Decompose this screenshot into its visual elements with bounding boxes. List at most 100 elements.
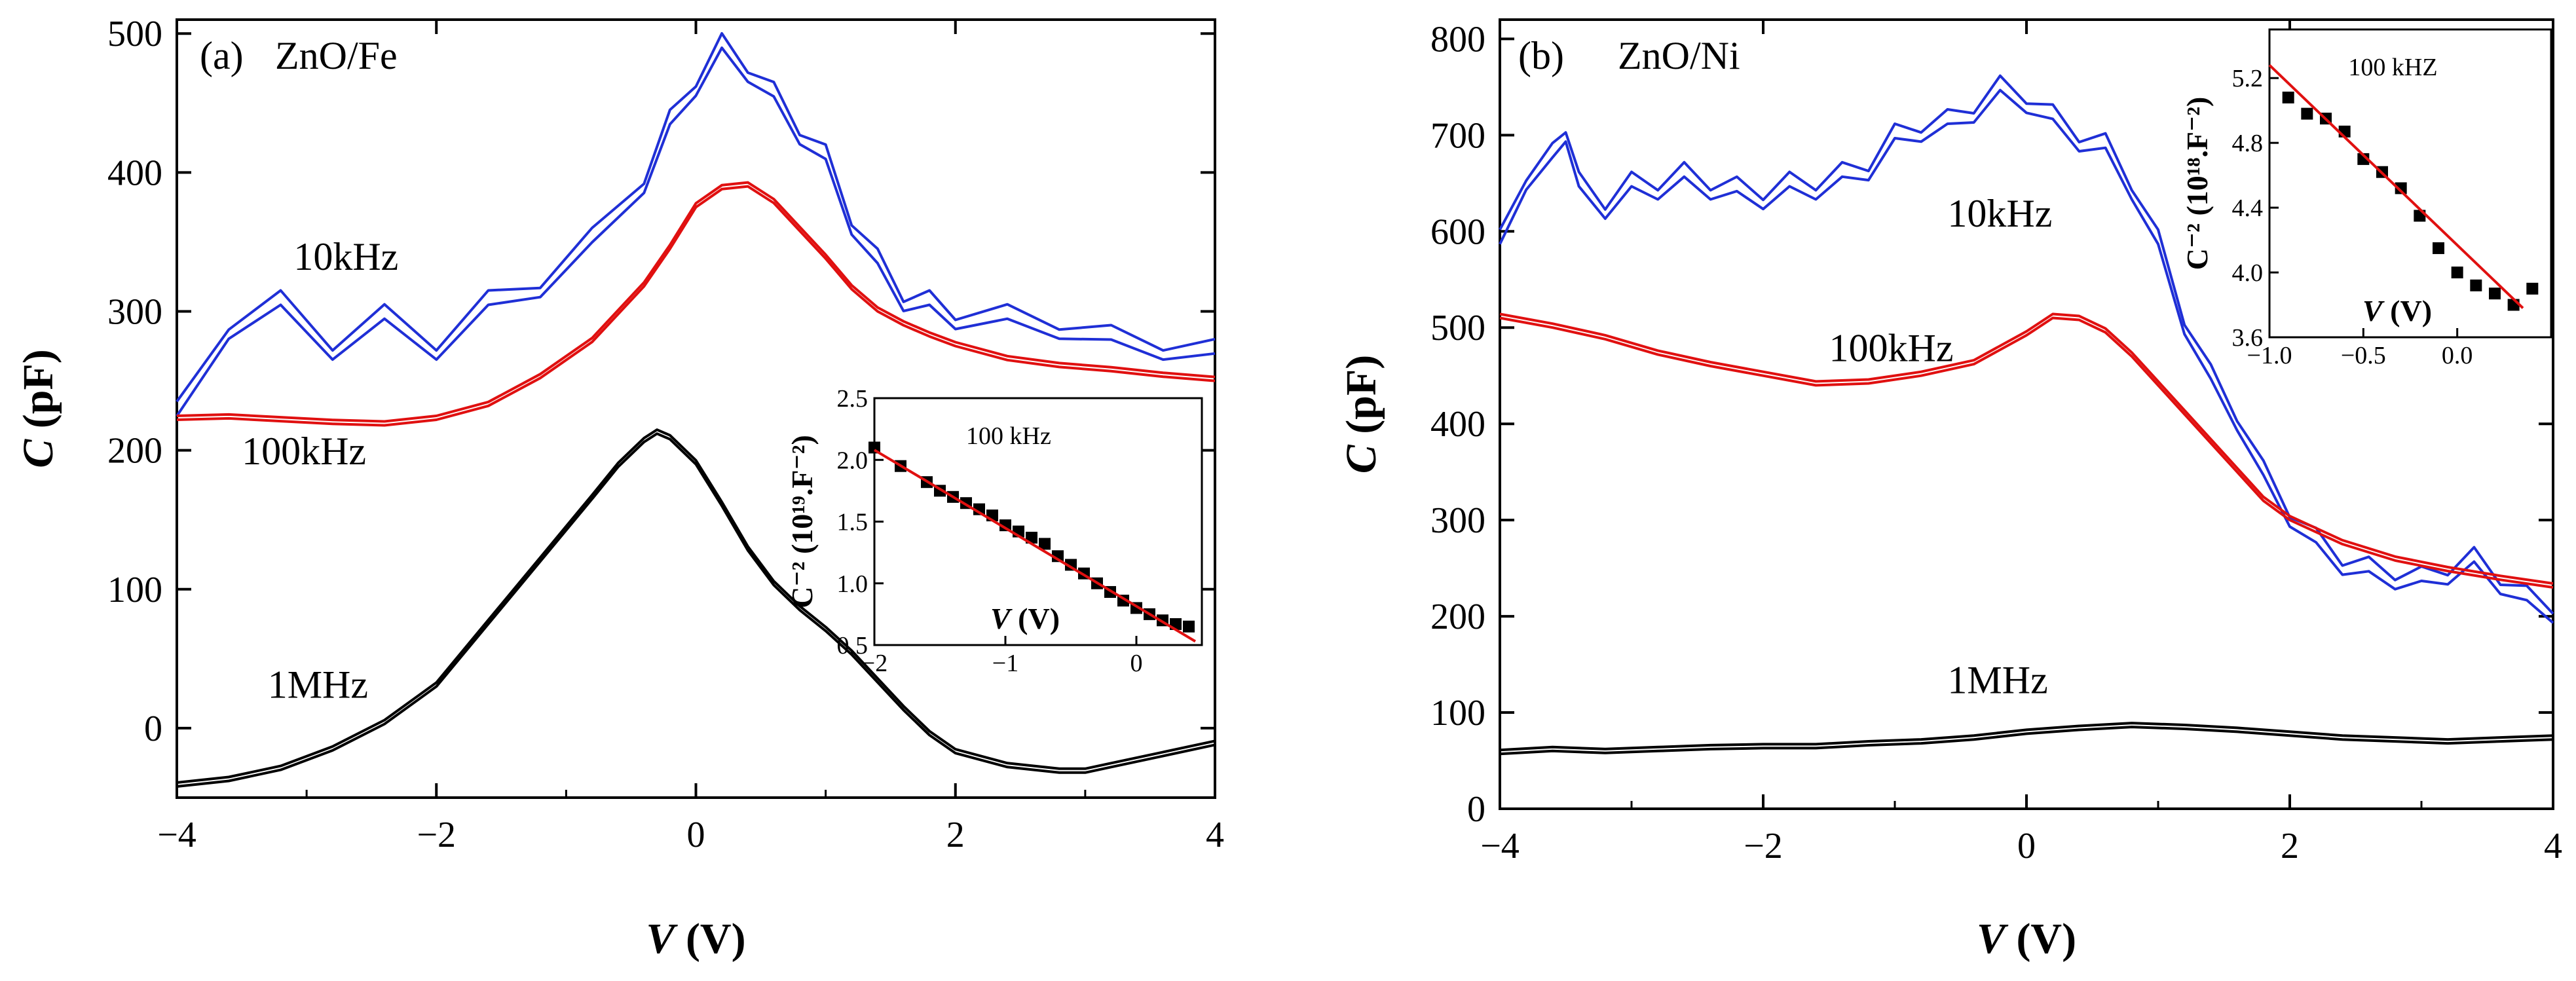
panel-1-inset-frame bbox=[2268, 28, 2552, 339]
panel-0-xtick-label: −2 bbox=[417, 815, 456, 855]
panel-0-inset-ytick-label: 1.0 bbox=[837, 570, 868, 598]
panel-1-inset-y-axis-title: C⁻² (10¹⁸.F⁻²) bbox=[2180, 97, 2214, 270]
panel-1-series-100kHz-label: 100kHz bbox=[1829, 327, 1954, 370]
panel-1-label: (b) bbox=[1518, 34, 1564, 77]
panel-1-series-10kHz-line bbox=[1499, 74, 2554, 615]
panel-0-series-100kHz bbox=[176, 181, 1216, 427]
panel-0-inset-data-point bbox=[1039, 538, 1051, 550]
panel-0-inset-data-point bbox=[999, 519, 1011, 532]
panel-0-xtick-label: 0 bbox=[687, 815, 705, 855]
panel-1-series-100kHz bbox=[1499, 312, 2554, 589]
panel-0-xtick-label: 4 bbox=[1206, 815, 1224, 855]
panel-1-series-10kHz-label: 10kHz bbox=[1947, 192, 2052, 235]
panel-0-y-axis-title: C (pF) bbox=[14, 349, 62, 468]
panel-1-series-10kHz-line bbox=[1499, 88, 2554, 624]
panel-1-y-axis-title-variable: C bbox=[1337, 444, 1385, 473]
panel-1-xtick-label: 2 bbox=[2281, 826, 2299, 866]
panel-0-series-100kHz-line bbox=[176, 181, 1216, 423]
panel-0-series-10kHz-label: 10kHz bbox=[293, 235, 398, 278]
panel-1-inset-x-axis-unit: (V) bbox=[2383, 294, 2432, 327]
panel-1-ytick-label: 100 bbox=[1430, 693, 1485, 733]
panel-0-series-1MHz-label: 1MHz bbox=[268, 663, 368, 706]
panel-1-x-axis-title-unit: (V) bbox=[2006, 915, 2076, 963]
panel-0-ytick-label: 300 bbox=[107, 292, 162, 333]
panel-0-series-1MHz-line bbox=[176, 432, 1216, 788]
panel-1-inset-ytick-label: 5.2 bbox=[2232, 65, 2264, 92]
panel-1-inset-x-axis-variable: V bbox=[2362, 294, 2385, 327]
panel-0-inset-y-axis-title: C⁻² (10¹⁹.F⁻²) bbox=[785, 435, 819, 608]
panel-1-series-1MHz-line bbox=[1499, 726, 2554, 756]
panel-1-inset-xtick-label: 0.0 bbox=[2442, 342, 2473, 369]
panel-0-ytick-label: 500 bbox=[107, 14, 162, 54]
panel-0-title: ZnO/Fe bbox=[275, 34, 398, 77]
panel-0-inset-xtick-label: 0 bbox=[1130, 650, 1143, 677]
panel-1-inset-fit-line bbox=[2268, 64, 2524, 309]
panel-1-inset-xtick-label: −1.0 bbox=[2247, 342, 2292, 369]
panel-1-series-10kHz bbox=[1499, 74, 2554, 624]
panel-1-x-axis-title: V (V) bbox=[1977, 915, 2076, 963]
panel-0-x-axis-title: V (V) bbox=[646, 915, 745, 963]
panel-1-xtick-label: −2 bbox=[1744, 826, 1783, 866]
panel-0-y-axis-title-unit: (pF) bbox=[14, 349, 62, 439]
panel-1-ytick-label: 700 bbox=[1430, 115, 1485, 156]
panel-1-inset-data-point bbox=[2489, 287, 2501, 300]
panel-1-inset-data-point bbox=[2470, 279, 2482, 291]
panel-1-series-100kHz-line bbox=[1499, 312, 2554, 585]
panel-0-inset-xtick-label: −2 bbox=[861, 650, 887, 677]
panel-1-series-1MHz-label: 1MHz bbox=[1947, 659, 2047, 702]
panel-0-xtick-label: −4 bbox=[157, 815, 196, 855]
panel-1-inset-data-point bbox=[2526, 282, 2539, 295]
panel-1-xtick-label: 4 bbox=[2544, 826, 2562, 866]
panel-0-label: (a) bbox=[200, 34, 244, 77]
panel-1-ytick-label: 400 bbox=[1430, 404, 1485, 445]
panel-1-x-axis-title-variable: V bbox=[1977, 915, 2009, 963]
panel-0-inset-ytick-label: 0.5 bbox=[837, 632, 868, 659]
panel-0-inset-xtick-label: −1 bbox=[992, 650, 1018, 677]
panel-0-y-axis-title-variable: C bbox=[14, 439, 62, 468]
panel-0-x-axis-title-variable: V bbox=[646, 915, 678, 963]
panel-1-xtick-label: −4 bbox=[1480, 826, 1520, 866]
panel-1-inset-ytick-label: 4.8 bbox=[2232, 130, 2264, 157]
panel-1-inset-data-point bbox=[2395, 182, 2407, 194]
panel-1-inset-ytick-label: 3.6 bbox=[2232, 324, 2264, 352]
panel-1-inset-data-point bbox=[2451, 267, 2463, 279]
panel-0-inset-x-axis-title: V (V) bbox=[990, 602, 1060, 635]
panel-1-inset-data-point bbox=[2301, 107, 2313, 120]
panel-0-inset-ytick-label: 1.5 bbox=[837, 509, 868, 536]
panel-0-series-10kHz-line bbox=[176, 46, 1216, 417]
panel-0-xtick-label: 2 bbox=[946, 815, 965, 855]
panel-0-inset-x-axis-variable: V bbox=[990, 602, 1013, 635]
panel-1-inset-x-axis-title: V (V) bbox=[2362, 294, 2432, 327]
panel-1-inset-ytick-label: 4.4 bbox=[2232, 194, 2264, 222]
panel-1-series-1MHz bbox=[1499, 722, 2554, 756]
panel-1-ytick-label: 200 bbox=[1430, 597, 1485, 637]
panel-1-ytick-label: 600 bbox=[1430, 212, 1485, 252]
panel-1-xtick-label: 0 bbox=[2017, 826, 2036, 866]
panel-0-x-axis-title-unit: (V) bbox=[675, 915, 745, 963]
panel-0-series-100kHz-line bbox=[176, 185, 1216, 427]
panel-0-inset-fit-line bbox=[873, 449, 1197, 643]
panel-1-y-axis-title: C (pF) bbox=[1337, 355, 1385, 474]
panel-1-inset-label: 100 kHZ bbox=[2348, 54, 2437, 81]
panel-1-inset-data-point bbox=[2282, 91, 2294, 103]
panel-1-ytick-label: 300 bbox=[1430, 500, 1485, 541]
panel-1-title: ZnO/Ni bbox=[1618, 34, 1740, 77]
panel-0-ytick-label: 0 bbox=[144, 709, 162, 749]
panel-0-series-1MHz-line bbox=[176, 428, 1216, 784]
panel-0-inset-ytick-label: 2.0 bbox=[837, 447, 868, 474]
panel-0-ytick-label: 100 bbox=[107, 570, 162, 610]
panel-1-ytick-label: 500 bbox=[1430, 308, 1485, 348]
panel-1-inset-data-point bbox=[2433, 242, 2444, 254]
panel-1-ytick-label: 0 bbox=[1467, 789, 1485, 830]
panel-0-series-10kHz bbox=[176, 32, 1216, 417]
panel-0-inset-frame bbox=[873, 397, 1203, 646]
panel-1-series-100kHz-line bbox=[1499, 316, 2554, 589]
panel-0-ytick-label: 200 bbox=[107, 431, 162, 472]
panel-0-inset-ytick-label: 2.5 bbox=[837, 385, 868, 413]
panel-0-inset-data-point bbox=[1052, 550, 1064, 563]
panel-0-inset-label: 100 kHz bbox=[966, 422, 1051, 450]
panel-1-inset-xtick-label: −0.5 bbox=[2341, 342, 2386, 369]
panel-1-ytick-label: 800 bbox=[1430, 19, 1485, 60]
